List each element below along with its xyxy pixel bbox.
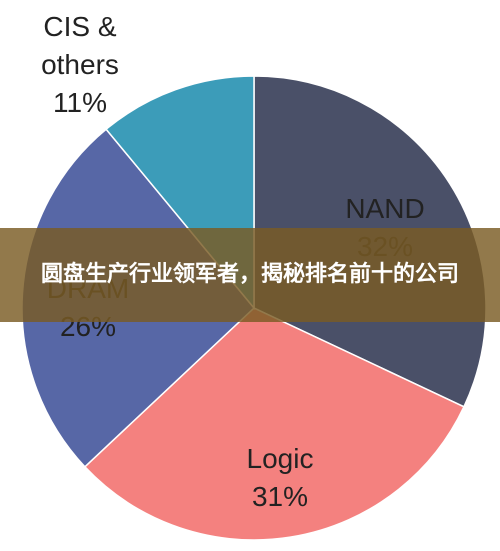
category-label: Logic [246, 443, 314, 474]
pie-slice [83, 307, 465, 541]
value-label: 11% [53, 87, 107, 118]
category-label: NAND [345, 193, 425, 224]
value-label: 31% [251, 481, 309, 512]
overlay-title: 圆盘生产行业领军者，揭秘排名前十的公司 [40, 262, 459, 287]
category-label: CIS & others [41, 11, 119, 80]
slice-label: Logic 31% [225, 440, 335, 516]
overlay-banner: 圆盘生产行业领军者，揭秘排名前十的公司 [0, 228, 500, 322]
slice-label: CIS & others 11% [25, 8, 135, 122]
